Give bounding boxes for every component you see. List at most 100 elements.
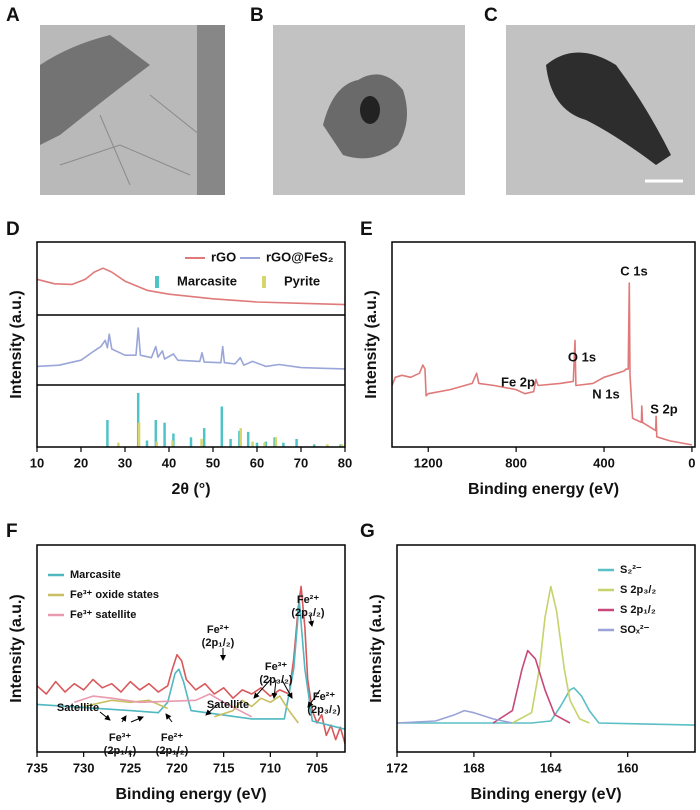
arrow (308, 614, 315, 627)
y-axis-label: Intensity (a.u.) (368, 594, 385, 702)
annotation: Satellite (57, 702, 99, 714)
legend-label: S 2p₁/₂ (620, 604, 656, 616)
annotation: (2p₁/₂) (202, 637, 235, 649)
panel-label: E (360, 219, 373, 240)
annotation: S 2p (650, 401, 678, 416)
data-line (36, 600, 346, 730)
plot-frame (391, 241, 696, 448)
x-tick-label: 705 (306, 760, 328, 775)
x-tick-label: 20 (74, 455, 88, 470)
y-axis-label: Intensity (a.u.) (8, 290, 25, 398)
data-line (74, 693, 253, 718)
micrograph (506, 25, 695, 195)
annotation: N 1s (592, 386, 619, 401)
annotation: Fe²⁺ (297, 594, 320, 606)
annotation: Fe 2p (501, 374, 535, 389)
arrow (307, 689, 321, 708)
arrow (99, 711, 111, 721)
x-tick-label: 725 (119, 760, 141, 775)
data-line (36, 327, 346, 370)
arrow (281, 679, 293, 699)
data-line (391, 282, 693, 446)
cracks (59, 94, 201, 186)
y-axis-label: Intensity (a.u.) (8, 594, 25, 702)
annotation: C 1s (620, 263, 647, 278)
panel-label: G (360, 521, 375, 542)
plot-frame (396, 544, 696, 753)
panel-label: A (6, 5, 20, 26)
annotation: Fe²⁺ (161, 732, 184, 744)
data-line (512, 585, 590, 724)
arrow (120, 715, 127, 723)
x-tick-label: 1200 (414, 455, 443, 470)
data-line (397, 687, 696, 726)
legend-swatch (262, 276, 266, 288)
panel-label: C (484, 5, 498, 26)
x-tick-label: 710 (259, 760, 281, 775)
arrow (130, 716, 144, 723)
dark-region (40, 35, 150, 145)
x-tick-label: 80 (338, 455, 352, 470)
legend-label: rGO@FeS₂ (266, 249, 334, 264)
x-tick-label: 50 (206, 455, 220, 470)
legend-label: SOₓ²⁻ (620, 624, 650, 636)
data-line (36, 267, 346, 306)
plot-frame (36, 544, 346, 753)
panel-label: F (6, 521, 18, 542)
annotation: (2p₃/₂) (259, 674, 293, 686)
legend-label: Fe³⁺ oxide states (70, 589, 159, 601)
x-tick-label: 720 (166, 760, 188, 775)
annotation: Fe³⁺ (109, 732, 132, 744)
arrow (253, 679, 271, 699)
x-tick-label: 0 (688, 455, 695, 470)
annotation: Satellite (207, 699, 249, 711)
annotation: Fe³⁺ (265, 661, 288, 673)
dark-edge (197, 25, 225, 195)
dark-particle (360, 96, 380, 124)
data-line (492, 649, 571, 724)
x-tick-label: 10 (30, 455, 44, 470)
legend-label: Marcasite (70, 569, 121, 581)
annotation: Fe²⁺ (313, 691, 336, 703)
legend-label: Pyrite (284, 273, 320, 288)
x-tick-label: 800 (505, 455, 527, 470)
x-tick-label: 164 (540, 760, 562, 775)
x-tick-label: 730 (73, 760, 95, 775)
legend-label: Marcasite (177, 273, 237, 288)
legend-label: S₂²⁻ (620, 564, 642, 576)
x-tick-label: 40 (162, 455, 176, 470)
arrow (165, 713, 173, 723)
data-line (396, 709, 513, 724)
x-tick-label: 70 (294, 455, 308, 470)
data-line (36, 585, 346, 744)
x-tick-label: 735 (26, 760, 48, 775)
data-line (83, 695, 299, 724)
legend-swatch (155, 276, 159, 288)
annotation: (2p₃/₂) (307, 704, 341, 716)
annotation: (2p₁/₂) (156, 745, 189, 757)
legend-label: S 2p₃/₂ (620, 584, 656, 596)
particle (546, 52, 671, 165)
arrow (271, 679, 278, 699)
annotation: (2p₃/₂) (291, 607, 325, 619)
x-tick-label: 172 (386, 760, 408, 775)
micrograph (40, 25, 225, 195)
plot-frame (36, 241, 346, 448)
x-axis-label: Binding energy (eV) (470, 786, 621, 803)
x-tick-label: 30 (118, 455, 132, 470)
x-tick-label: 715 (213, 760, 235, 775)
x-axis-label: Binding energy (eV) (115, 786, 266, 803)
panel-label: B (250, 5, 264, 26)
x-tick-label: 160 (617, 760, 639, 775)
panel-label: D (6, 219, 20, 240)
x-axis-label: 2θ (°) (171, 481, 210, 498)
legend-label: Fe³⁺ satellite (70, 609, 136, 621)
arrow (205, 703, 219, 716)
annotation: O 1s (568, 349, 596, 364)
legend-label: rGO (211, 249, 236, 264)
x-axis-label: Binding energy (eV) (468, 481, 619, 498)
x-tick-label: 168 (463, 760, 485, 775)
micrograph (273, 25, 465, 195)
x-tick-label: 60 (250, 455, 264, 470)
